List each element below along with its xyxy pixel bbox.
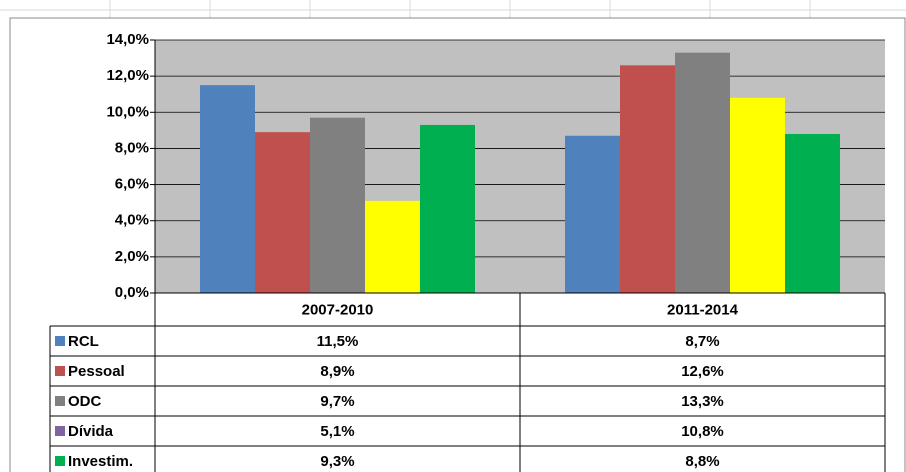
bar xyxy=(730,97,785,293)
bar xyxy=(310,117,365,293)
legend-key xyxy=(55,366,65,376)
legend-key xyxy=(55,336,65,346)
legend-key xyxy=(55,456,65,466)
data-table-value: 9,3% xyxy=(320,453,354,470)
y-tick-label: 6,0% xyxy=(115,176,149,193)
bar xyxy=(785,133,840,293)
data-table-value: 12,6% xyxy=(681,363,724,380)
y-tick-label: 2,0% xyxy=(115,248,149,265)
data-table-value: 5,1% xyxy=(320,423,354,440)
data-table-value: 8,9% xyxy=(320,363,354,380)
legend-label: Dívida xyxy=(68,423,114,440)
legend-label: Investim. xyxy=(68,453,133,470)
bar xyxy=(420,124,475,293)
y-tick-label: 14,0% xyxy=(106,31,149,48)
x-tick-label: 2007-2010 xyxy=(302,301,374,318)
bar xyxy=(255,132,310,293)
data-table-value: 8,8% xyxy=(685,453,719,470)
data-table-value: 13,3% xyxy=(681,393,724,410)
legend-label: RCL xyxy=(68,333,99,350)
legend-key xyxy=(55,396,65,406)
y-tick-label: 12,0% xyxy=(106,67,149,84)
legend-key xyxy=(55,426,65,436)
data-table-value: 9,7% xyxy=(320,393,354,410)
x-tick-label: 2011-2014 xyxy=(667,301,739,318)
legend-label: Pessoal xyxy=(68,363,125,380)
legend-label: ODC xyxy=(68,393,102,410)
bar xyxy=(200,85,255,293)
bar xyxy=(620,65,675,293)
data-table-value: 11,5% xyxy=(317,333,359,350)
data-table-value: 8,7% xyxy=(685,333,719,350)
y-tick-label: 10,0% xyxy=(106,103,149,120)
bar xyxy=(675,52,730,294)
sheet-grid xyxy=(0,0,906,20)
bar xyxy=(365,200,420,293)
y-tick-label: 0,0% xyxy=(115,284,149,301)
y-tick-label: 4,0% xyxy=(115,212,149,229)
y-tick-label: 8,0% xyxy=(115,139,149,156)
bar xyxy=(565,135,620,293)
data-table-value: 10,8% xyxy=(681,423,724,440)
